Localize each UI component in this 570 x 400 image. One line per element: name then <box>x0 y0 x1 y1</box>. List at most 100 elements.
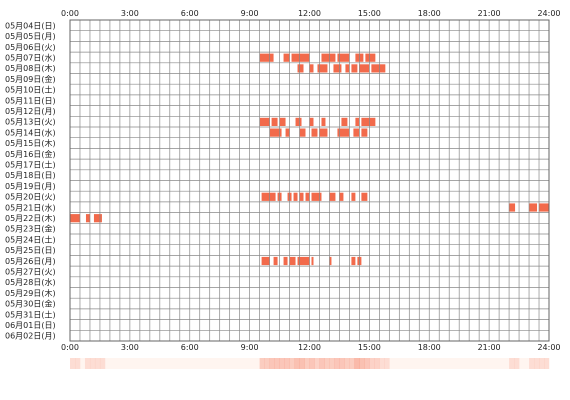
density-strip-cell <box>364 358 370 369</box>
activity-bar <box>371 64 386 73</box>
density-strip-cell <box>509 358 515 369</box>
activity-bar <box>337 53 350 62</box>
row-date-labels: 05月04日(日)05月05日(月)05月06日(火)05月07日(水)05月0… <box>5 21 56 340</box>
plot-frame <box>69 19 550 342</box>
bottom-tick-label: 24:00 <box>537 343 560 352</box>
activity-bar <box>351 192 356 201</box>
activity-bar <box>529 203 538 212</box>
row-date-label: 05月30日(金) <box>5 299 56 309</box>
density-strip-cell <box>384 358 390 369</box>
row-date-label: 05月29日(木) <box>5 288 56 298</box>
activity-bar <box>359 64 370 73</box>
density-strip-cell <box>374 358 380 369</box>
density-strip-cell <box>84 358 91 369</box>
density-strip-cell <box>259 358 265 369</box>
row-date-label: 06月01日(日) <box>5 321 56 330</box>
bottom-tick-label: 21:00 <box>478 343 501 352</box>
activity-bar <box>85 214 90 223</box>
activity-bar <box>70 214 80 223</box>
row-date-label: 05月14日(水) <box>5 127 56 137</box>
activity-bar <box>299 128 306 137</box>
density-strip-cell <box>319 358 325 369</box>
top-tick-label: 15:00 <box>358 9 381 18</box>
density-strip-cell <box>339 358 345 369</box>
row-date-label: 05月31日(土) <box>5 309 56 319</box>
activity-bar <box>93 214 102 223</box>
row-date-label: 05月08日(木) <box>5 63 56 73</box>
density-strip-cell <box>299 358 305 369</box>
row-date-label: 05月17日(土) <box>5 159 56 169</box>
density-strip-cell <box>329 358 335 369</box>
density-strip-cell <box>544 358 550 369</box>
row-date-label: 05月27日(火) <box>5 267 56 276</box>
activity-bar <box>311 192 322 201</box>
row-date-label: 05月05日(月) <box>5 32 56 41</box>
density-strip-cell <box>294 358 300 369</box>
activity-bar <box>297 64 304 73</box>
activity-bar <box>273 256 278 266</box>
density-strip-cell <box>324 358 330 369</box>
density-strip-cell <box>379 358 385 369</box>
activity-bar <box>345 64 350 73</box>
activity-bar <box>309 64 314 73</box>
row-date-label: 05月06日(火) <box>5 43 56 52</box>
density-strip-cell <box>369 358 375 369</box>
activity-bar <box>259 53 274 62</box>
bottom-tick-label: 0:00 <box>61 343 79 352</box>
density-strip-cell <box>539 358 545 369</box>
activity-bar <box>283 53 290 62</box>
activity-bar <box>333 64 342 73</box>
activity-bar <box>361 128 368 137</box>
activity-bar <box>351 64 358 73</box>
row-date-label: 05月12日(月) <box>5 107 56 116</box>
top-tick-label: 24:00 <box>537 9 560 18</box>
activity-bar <box>311 128 318 137</box>
row-date-label: 05月18日(日) <box>5 171 56 180</box>
row-date-label: 05月22日(木) <box>5 213 56 223</box>
activity-bar <box>261 256 270 266</box>
activity-bar <box>297 256 310 266</box>
density-strip-cell <box>70 358 76 369</box>
activity-bar <box>279 117 286 126</box>
activity-bar <box>339 192 344 201</box>
activity-bar <box>289 256 296 266</box>
bottom-axis-tick-labels: 0:00 3:00 6:00 9:00 12:00 15:00 18:00 21:00 24:0… <box>61 343 561 352</box>
top-tick-label: 9:00 <box>241 9 259 18</box>
activity-bars <box>70 53 549 266</box>
activity-bar <box>305 192 310 201</box>
bottom-tick-label: 12:00 <box>298 343 321 352</box>
activity-bar <box>259 117 270 126</box>
activity-bar <box>321 53 336 62</box>
row-date-label: 05月11日(日) <box>5 96 56 105</box>
density-strip-cell <box>309 358 315 369</box>
density-strip-cell <box>99 358 106 369</box>
density-strip-cell <box>344 358 350 369</box>
row-date-label: 05月26日(月) <box>5 257 56 266</box>
row-date-label: 05月04日(日) <box>5 21 56 30</box>
density-strip-cell <box>89 358 96 369</box>
row-date-label: 05月15日(木) <box>5 138 56 148</box>
activity-bar <box>269 128 282 137</box>
activity-bar <box>509 203 516 212</box>
density-strip-cell <box>359 358 365 369</box>
density-strip-cell <box>279 358 285 369</box>
activity-bar <box>291 53 310 62</box>
row-date-label: 05月21日(水) <box>5 202 56 212</box>
activity-bar <box>361 117 376 126</box>
activity-bar <box>329 256 332 266</box>
bottom-tick-label: 15:00 <box>358 343 381 352</box>
density-strip-cell <box>74 358 81 369</box>
density-strip-cell <box>94 358 101 369</box>
top-axis-tick-labels: 0:00 3:00 6:00 9:00 12:00 15:00 18:00 21:00 24:0… <box>61 9 561 18</box>
top-tick-label: 3:00 <box>121 9 139 18</box>
activity-bar <box>329 192 336 201</box>
density-strip-cell <box>274 358 280 369</box>
density-strip-cell <box>514 358 520 369</box>
row-date-label: 05月19日(月) <box>5 182 56 191</box>
density-strip-cell <box>269 358 275 369</box>
activity-bar <box>353 128 360 137</box>
density-strip-cell <box>354 358 360 369</box>
chart-gridlines <box>69 19 550 342</box>
row-date-label: 05月23日(金) <box>5 224 56 234</box>
